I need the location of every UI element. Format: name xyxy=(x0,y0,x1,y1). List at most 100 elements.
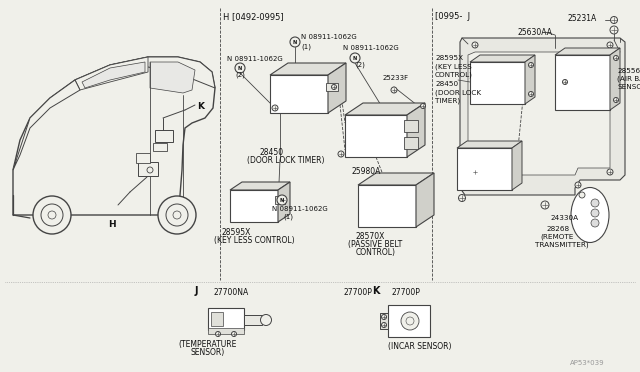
Circle shape xyxy=(591,209,599,217)
Circle shape xyxy=(33,196,71,234)
Circle shape xyxy=(338,151,344,157)
Polygon shape xyxy=(270,75,328,113)
Bar xyxy=(153,143,167,151)
Polygon shape xyxy=(82,62,145,88)
Text: 28595X: 28595X xyxy=(435,55,463,61)
Text: 25980A: 25980A xyxy=(352,167,381,176)
Circle shape xyxy=(614,97,618,103)
Circle shape xyxy=(575,182,581,188)
Text: 28450: 28450 xyxy=(260,148,284,157)
Text: N 08911-1062G: N 08911-1062G xyxy=(301,34,356,40)
Text: 25233F: 25233F xyxy=(383,75,409,81)
Text: AP53*039: AP53*039 xyxy=(570,360,605,366)
Text: H: H xyxy=(108,220,116,229)
Text: TIMER): TIMER) xyxy=(435,97,460,103)
Text: (1): (1) xyxy=(283,213,293,219)
Polygon shape xyxy=(358,173,434,185)
Circle shape xyxy=(529,92,534,96)
Circle shape xyxy=(332,84,337,90)
Text: [0995-  J: [0995- J xyxy=(435,12,470,21)
Circle shape xyxy=(591,199,599,207)
Circle shape xyxy=(272,105,278,111)
Circle shape xyxy=(41,204,63,226)
Text: (2): (2) xyxy=(355,62,365,68)
Circle shape xyxy=(381,323,387,327)
Bar xyxy=(404,120,418,132)
Bar xyxy=(275,196,285,204)
Ellipse shape xyxy=(571,187,609,243)
Circle shape xyxy=(48,211,56,219)
Circle shape xyxy=(458,195,465,202)
Circle shape xyxy=(235,63,245,73)
Circle shape xyxy=(406,317,414,325)
Polygon shape xyxy=(230,182,290,190)
Circle shape xyxy=(420,103,426,109)
Text: 25231A: 25231A xyxy=(568,14,597,23)
Text: (DOOR LOCK: (DOOR LOCK xyxy=(435,89,481,96)
Polygon shape xyxy=(345,103,425,115)
Polygon shape xyxy=(610,48,620,110)
Text: 28570X: 28570X xyxy=(355,232,385,241)
Bar xyxy=(326,83,338,91)
Text: K: K xyxy=(372,286,380,296)
Bar xyxy=(138,162,158,176)
Circle shape xyxy=(166,204,188,226)
Circle shape xyxy=(280,198,285,202)
Circle shape xyxy=(401,312,419,330)
Text: K: K xyxy=(197,102,204,111)
Circle shape xyxy=(158,196,196,234)
Circle shape xyxy=(391,87,397,93)
Circle shape xyxy=(579,192,585,198)
Polygon shape xyxy=(278,182,290,222)
Polygon shape xyxy=(457,141,522,148)
Circle shape xyxy=(607,42,613,48)
Bar xyxy=(211,312,223,326)
Polygon shape xyxy=(345,115,407,157)
Text: CONTROL): CONTROL) xyxy=(356,248,396,257)
Text: 28268: 28268 xyxy=(546,226,569,232)
Polygon shape xyxy=(416,173,434,227)
Circle shape xyxy=(260,314,271,326)
Text: 28595X: 28595X xyxy=(222,228,252,237)
Bar xyxy=(380,313,388,329)
Circle shape xyxy=(277,195,287,205)
Bar xyxy=(244,315,262,325)
Polygon shape xyxy=(468,52,610,175)
Circle shape xyxy=(611,16,618,23)
Text: N 08911-1062G: N 08911-1062G xyxy=(343,45,399,51)
Circle shape xyxy=(529,62,534,67)
Text: (KEY LESS: (KEY LESS xyxy=(435,63,472,70)
Bar xyxy=(155,130,173,142)
Text: 27700P: 27700P xyxy=(343,288,372,297)
Circle shape xyxy=(614,55,618,61)
Polygon shape xyxy=(555,48,620,55)
Circle shape xyxy=(591,219,599,227)
Polygon shape xyxy=(13,57,215,215)
Polygon shape xyxy=(13,80,80,170)
Polygon shape xyxy=(230,190,278,222)
Polygon shape xyxy=(525,55,535,104)
Text: (1): (1) xyxy=(301,43,311,49)
Bar xyxy=(388,305,430,337)
Circle shape xyxy=(290,37,300,47)
Text: SENSOR): SENSOR) xyxy=(191,348,225,357)
Text: N: N xyxy=(293,39,297,45)
Polygon shape xyxy=(457,148,512,190)
Text: H [0492-0995]: H [0492-0995] xyxy=(223,12,284,21)
Bar xyxy=(404,137,418,149)
Text: 27700P: 27700P xyxy=(392,288,421,297)
Text: (AIR BAG: (AIR BAG xyxy=(617,76,640,83)
Circle shape xyxy=(472,42,478,48)
Polygon shape xyxy=(150,62,195,93)
Circle shape xyxy=(350,53,360,63)
Circle shape xyxy=(563,80,568,84)
Circle shape xyxy=(232,331,237,337)
Circle shape xyxy=(147,167,153,173)
Text: (TEMPERATURE: (TEMPERATURE xyxy=(179,340,237,349)
Text: N 08911-1062G: N 08911-1062G xyxy=(272,206,328,212)
Bar xyxy=(208,328,244,334)
Text: 28556: 28556 xyxy=(617,68,640,74)
Circle shape xyxy=(541,201,549,209)
Text: (REMOTE: (REMOTE xyxy=(540,234,573,241)
Polygon shape xyxy=(270,63,346,75)
